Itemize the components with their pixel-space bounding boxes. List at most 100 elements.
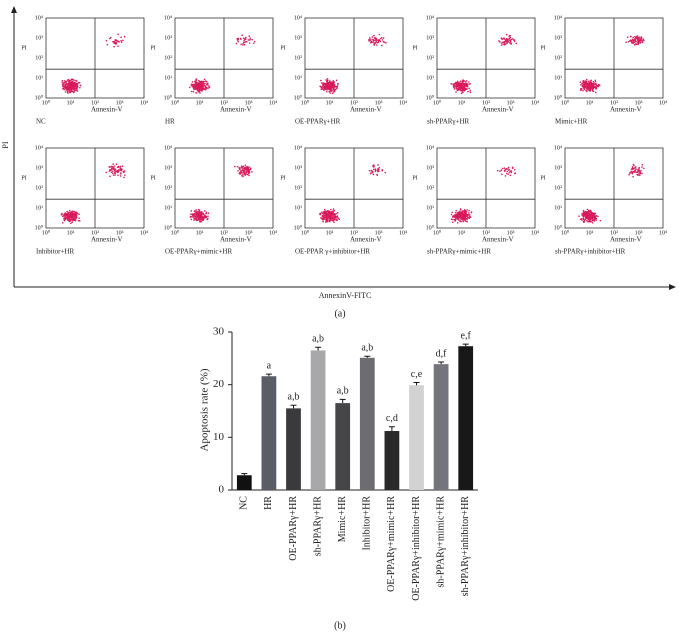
dot	[67, 211, 69, 213]
dot	[373, 37, 376, 39]
tick-label: 10¹	[164, 205, 172, 211]
plot-y-label: PI	[280, 45, 285, 51]
dot	[72, 219, 74, 222]
tick-label: 10³	[507, 100, 515, 106]
dot	[69, 90, 71, 93]
dot	[337, 217, 339, 220]
dot	[193, 210, 196, 212]
dot	[202, 218, 204, 221]
dot	[503, 37, 505, 40]
dot	[72, 85, 75, 88]
dot	[335, 218, 338, 221]
tick-label: 10⁴	[269, 230, 277, 236]
dot	[625, 41, 627, 44]
tick-label: 10⁰	[164, 224, 173, 231]
dot	[195, 92, 197, 94]
plot-x-label: Annexin-V	[91, 106, 123, 114]
dot	[500, 37, 503, 39]
dot	[507, 173, 509, 176]
dot	[62, 87, 64, 90]
dot	[450, 213, 453, 216]
dot	[110, 171, 113, 174]
annotation: a	[267, 360, 272, 371]
dot	[190, 210, 193, 212]
dot	[325, 79, 327, 81]
dot	[453, 88, 456, 90]
dot	[375, 44, 378, 46]
dot	[370, 41, 372, 44]
dot	[326, 218, 329, 221]
tick-label: 10²	[350, 230, 358, 236]
dot	[633, 39, 635, 42]
x-tick-label: sh-PPARγ+mimic+HR	[435, 496, 446, 588]
tick-label: 10³	[294, 165, 302, 171]
dot	[582, 220, 585, 223]
tick-label: 10³	[164, 165, 172, 171]
dot	[505, 37, 508, 40]
dot	[71, 215, 74, 218]
dot	[459, 213, 462, 216]
dot	[67, 215, 69, 217]
dot	[501, 167, 504, 170]
dot	[197, 218, 200, 220]
dot	[320, 82, 323, 84]
dot	[466, 209, 468, 211]
panel-a-x-label: AnnexinV-FITC	[319, 291, 372, 300]
dot	[123, 170, 126, 172]
dot	[198, 89, 201, 92]
dot	[466, 84, 469, 86]
dot	[71, 84, 73, 87]
dot	[503, 43, 506, 46]
dot	[594, 80, 597, 83]
dot	[634, 166, 637, 169]
dot	[637, 170, 639, 172]
dot	[454, 214, 456, 217]
dot	[241, 171, 244, 174]
y-tick-label: 0	[219, 484, 225, 496]
dot	[242, 42, 245, 45]
dot	[506, 33, 508, 36]
dot	[69, 220, 71, 223]
x-tick-label: HR	[263, 496, 274, 510]
dot	[513, 168, 516, 171]
plot-title: OE-PPARγ+HR	[295, 118, 341, 126]
dot	[76, 212, 79, 215]
dot	[73, 83, 76, 85]
dot	[641, 163, 644, 166]
dot	[239, 168, 241, 170]
tick-label: 10⁴	[531, 100, 539, 106]
tick-label: 10⁴	[164, 145, 172, 151]
dot	[68, 209, 71, 212]
dot	[506, 167, 508, 170]
dot	[501, 41, 504, 43]
dot	[319, 85, 321, 88]
dot	[630, 35, 632, 38]
dot	[459, 219, 461, 221]
tick-label: 10¹	[294, 75, 302, 81]
tick-label: 10³	[507, 230, 515, 236]
dot	[195, 78, 197, 80]
dot	[463, 209, 465, 212]
tick-label: 10⁰	[426, 94, 435, 101]
tick-label: 10²	[350, 100, 358, 106]
dot	[194, 85, 197, 88]
dot	[457, 211, 460, 214]
dot	[505, 172, 508, 175]
plot-title: Inhibitor+HR	[36, 248, 74, 256]
tick-label: 10²	[610, 100, 618, 106]
dot	[326, 212, 328, 215]
dot	[203, 84, 206, 87]
tick-label: 10⁴	[659, 230, 667, 236]
dot	[243, 39, 245, 42]
dot	[78, 81, 80, 84]
bar	[335, 403, 351, 490]
tick-label: 10⁰	[433, 99, 442, 106]
plot-x-label: Annexin-V	[610, 236, 642, 244]
dot	[197, 217, 199, 219]
dot	[501, 173, 503, 176]
dot	[194, 217, 197, 220]
tick-label: 10⁴	[554, 15, 562, 21]
dot	[582, 89, 584, 92]
dot	[122, 171, 125, 174]
dot	[632, 38, 634, 41]
